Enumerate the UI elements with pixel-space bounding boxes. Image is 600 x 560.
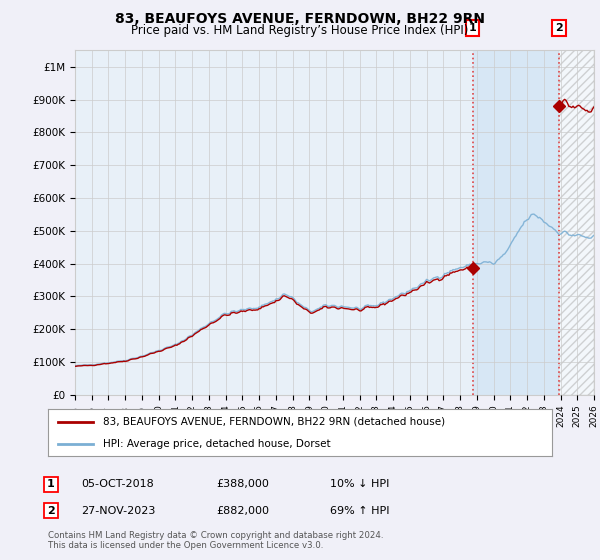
Text: 83, BEAUFOYS AVENUE, FERNDOWN, BH22 9RN: 83, BEAUFOYS AVENUE, FERNDOWN, BH22 9RN xyxy=(115,12,485,26)
Text: £882,000: £882,000 xyxy=(216,506,269,516)
Text: Price paid vs. HM Land Registry’s House Price Index (HPI): Price paid vs. HM Land Registry’s House … xyxy=(131,24,469,37)
Text: 69% ↑ HPI: 69% ↑ HPI xyxy=(330,506,389,516)
Text: 1: 1 xyxy=(469,23,476,33)
Text: £388,000: £388,000 xyxy=(216,479,269,489)
Text: 05-OCT-2018: 05-OCT-2018 xyxy=(81,479,154,489)
Text: 1: 1 xyxy=(47,479,55,489)
Text: Contains HM Land Registry data © Crown copyright and database right 2024.
This d: Contains HM Land Registry data © Crown c… xyxy=(48,530,383,550)
Bar xyxy=(559,50,594,395)
Text: 10% ↓ HPI: 10% ↓ HPI xyxy=(330,479,389,489)
Text: 2: 2 xyxy=(47,506,55,516)
Text: 83, BEAUFOYS AVENUE, FERNDOWN, BH22 9RN (detached house): 83, BEAUFOYS AVENUE, FERNDOWN, BH22 9RN … xyxy=(103,417,446,427)
Text: HPI: Average price, detached house, Dorset: HPI: Average price, detached house, Dors… xyxy=(103,438,331,449)
Text: 27-NOV-2023: 27-NOV-2023 xyxy=(81,506,155,516)
Bar xyxy=(473,50,559,395)
Text: 2: 2 xyxy=(555,23,563,33)
